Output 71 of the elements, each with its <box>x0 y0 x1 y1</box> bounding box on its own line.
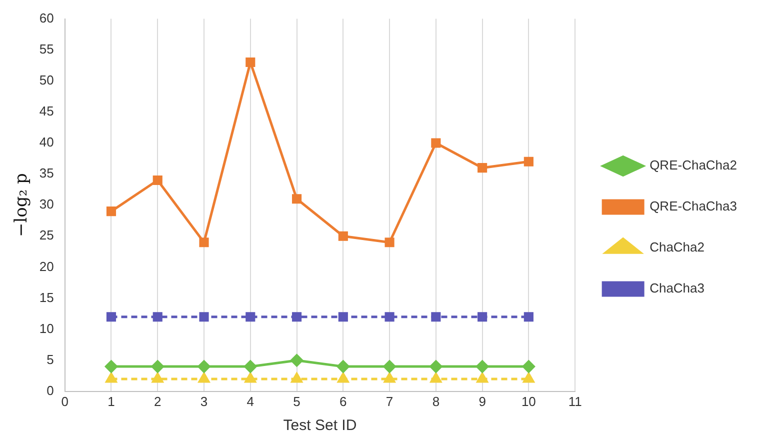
y-tick-label: 35 <box>39 166 54 181</box>
y-tick-label: 40 <box>39 134 54 150</box>
x-tick-label: 3 <box>200 394 208 409</box>
point <box>246 57 256 68</box>
y-axis-title: −log₂ p <box>12 173 32 238</box>
point <box>244 372 256 383</box>
x-tick-label: 9 <box>478 394 486 409</box>
point <box>106 312 116 322</box>
point <box>292 312 302 322</box>
point <box>199 312 209 322</box>
x-tick-label: 10 <box>521 394 536 409</box>
point <box>478 163 488 173</box>
point <box>338 231 348 241</box>
point <box>476 372 488 383</box>
legend-label: ChaCha3 <box>650 280 705 296</box>
point <box>384 312 394 322</box>
point <box>198 360 210 373</box>
x-tick-label: 4 <box>246 394 254 409</box>
point <box>524 312 534 322</box>
legend-label: ChaCha2 <box>650 240 705 255</box>
point <box>430 360 442 373</box>
point <box>106 372 117 383</box>
y-tick-label: 15 <box>39 290 54 305</box>
point <box>152 175 162 186</box>
point <box>246 312 256 322</box>
legend-label: QRE-ChaCha2 <box>650 158 738 173</box>
point <box>198 372 210 383</box>
point <box>244 360 257 373</box>
x-tick-label: 1 <box>108 394 115 409</box>
y-tick-label: 0 <box>46 382 54 398</box>
point <box>522 360 535 373</box>
point <box>524 156 534 166</box>
point <box>431 138 441 148</box>
x-tick-label: 8 <box>432 394 440 409</box>
point <box>104 360 118 373</box>
point <box>384 238 394 248</box>
point <box>292 194 302 204</box>
point <box>151 360 164 373</box>
point <box>199 238 209 248</box>
y-tick-label: 55 <box>39 41 54 56</box>
x-tick-label: 11 <box>568 394 582 409</box>
point <box>290 354 304 367</box>
y-tick-label: 25 <box>39 228 54 243</box>
point <box>383 360 396 373</box>
point <box>431 312 441 322</box>
y-tick-label: 10 <box>39 320 54 336</box>
x-tick-label: 5 <box>293 394 300 409</box>
point <box>336 360 350 373</box>
point <box>338 312 348 322</box>
y-tick-label: 45 <box>39 104 54 119</box>
point <box>152 372 164 383</box>
point <box>384 372 396 383</box>
point <box>478 312 488 322</box>
point <box>476 360 489 373</box>
y-tick-label: 50 <box>39 72 54 88</box>
y-tick-label: 5 <box>46 352 54 367</box>
y-tick-label: 20 <box>39 258 54 274</box>
y-tick-label: 30 <box>39 196 54 212</box>
x-tick-label: 7 <box>386 394 394 409</box>
x-axis-title: Test Set ID <box>283 417 357 434</box>
legend-label: QRE-ChaCha3 <box>650 198 738 214</box>
point <box>152 312 162 322</box>
point <box>291 372 302 383</box>
point <box>430 372 442 383</box>
x-tick-label: 0 <box>61 394 68 409</box>
point <box>523 372 534 383</box>
y-tick-label: 60 <box>39 10 54 26</box>
point <box>338 372 349 383</box>
point <box>106 206 116 216</box>
x-tick-label: 2 <box>154 394 162 409</box>
x-tick-label: 6 <box>340 394 347 409</box>
